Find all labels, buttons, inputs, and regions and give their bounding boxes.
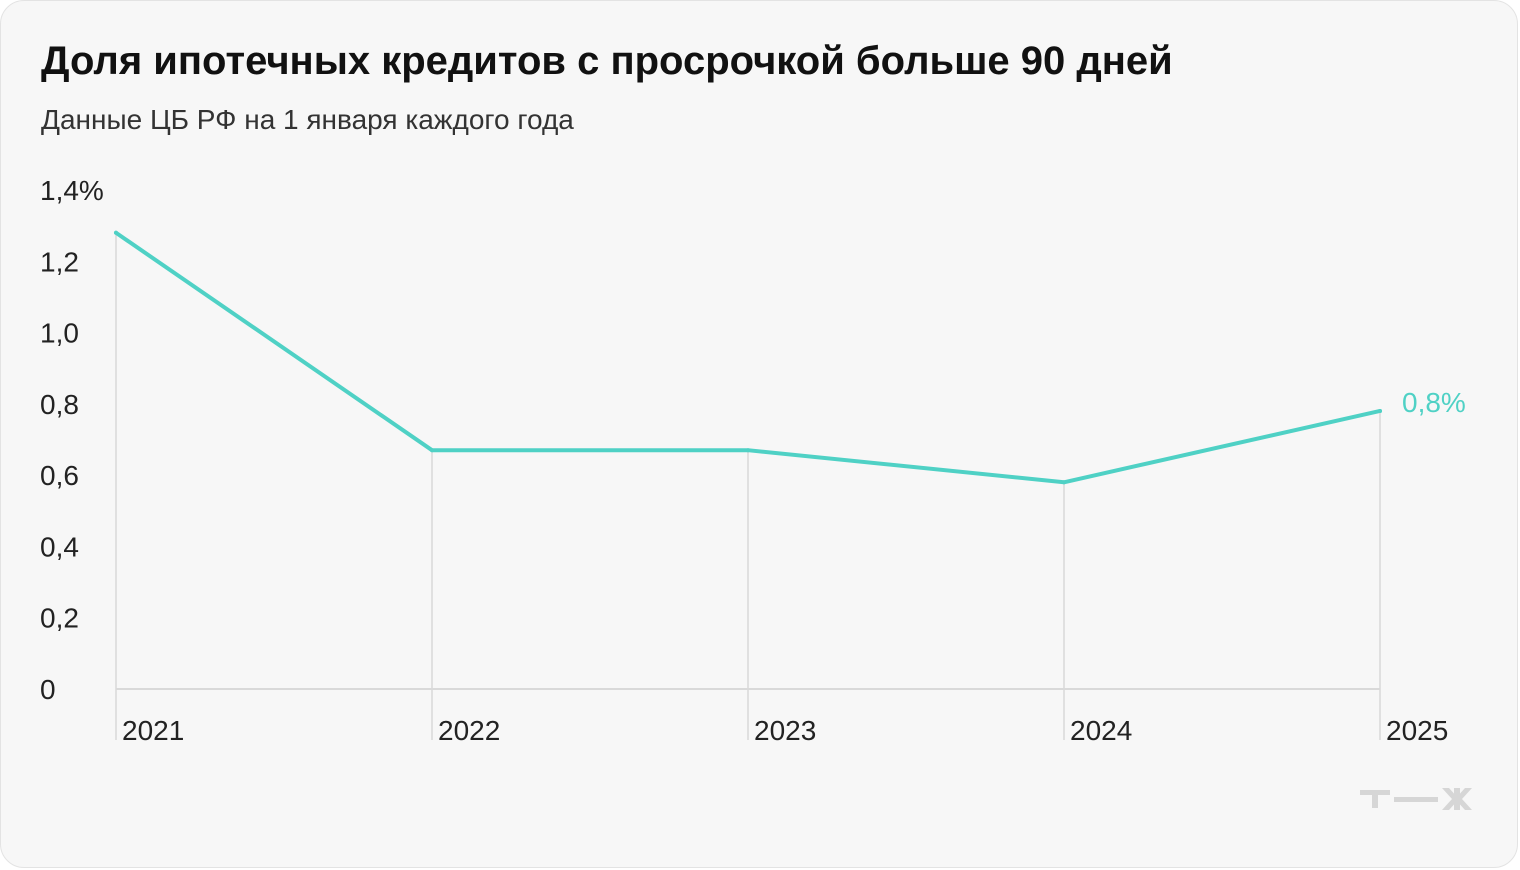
data-point <box>1062 480 1066 485</box>
chart-title: Доля ипотечных кредитов с просрочкой бол… <box>41 39 1173 83</box>
end-value-label: 0,8% <box>1402 387 1466 418</box>
y-tick-label: 0 <box>40 674 56 705</box>
x-tick-label: 2025 <box>1386 715 1448 746</box>
data-point <box>430 448 434 453</box>
data-point <box>1378 408 1382 413</box>
x-tick-label: 2022 <box>438 715 500 746</box>
tzh-logo-icon <box>1360 788 1472 810</box>
y-tick-label: 0,8 <box>40 389 79 420</box>
x-tick-label: 2023 <box>754 715 816 746</box>
y-tick-label: 1,4% <box>40 175 104 206</box>
y-tick-label: 0,4 <box>40 531 79 562</box>
chart-subtitle: Данные ЦБ РФ на 1 января каждого года <box>41 104 574 135</box>
y-tick-label: 0,2 <box>40 603 79 634</box>
y-tick-label: 0,6 <box>40 460 79 491</box>
data-point <box>114 230 118 235</box>
x-tick-label: 2024 <box>1070 715 1132 746</box>
series-line <box>114 230 1382 485</box>
y-tick-label: 1,2 <box>40 246 79 277</box>
data-point <box>746 448 750 453</box>
x-tick-label: 2021 <box>122 715 184 746</box>
y-tick-label: 1,0 <box>40 318 79 349</box>
